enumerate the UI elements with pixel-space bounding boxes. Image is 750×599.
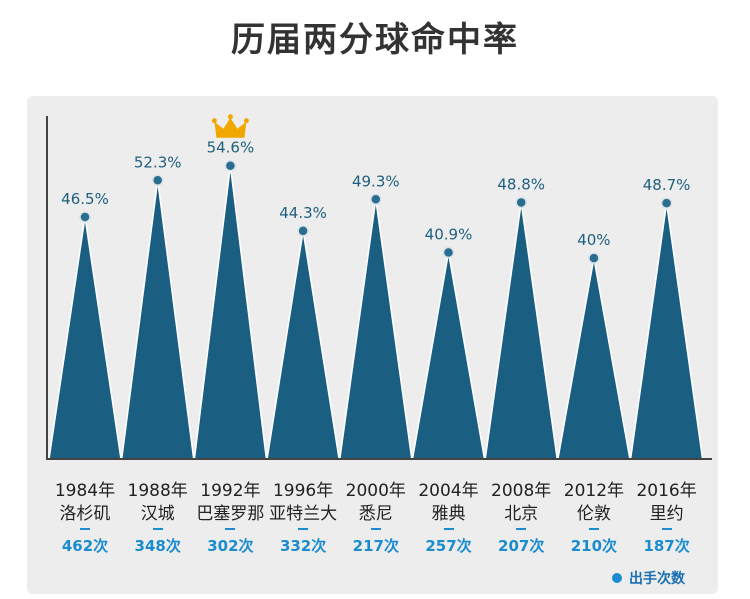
value-label-1: 52.3% [134,153,182,171]
count-tick [80,528,90,530]
category-count-label: 217次 [352,537,399,555]
count-tick [588,528,599,530]
peak-dot-8 [660,197,673,209]
category-city-label: 悉尼 [358,504,393,524]
value-label-0: 46.5% [61,190,109,208]
category-count-label: 187次 [643,537,690,555]
category-year-label: 1984年 [54,481,116,501]
category-year-label: 2008年 [491,481,552,501]
count-tick [661,528,672,530]
value-label-2: 54.6% [207,139,255,157]
peak-2 [193,165,268,460]
category-count-label: 302次 [207,537,254,555]
category-city-label: 雅典 [431,504,466,524]
crown-icon-tip-right [243,118,249,124]
category-city-label: 北京 [504,504,539,524]
value-label-8: 48.7% [643,176,691,194]
crown-icon-tip-mid [227,114,233,120]
count-tick [516,528,527,530]
category-year-label: 2000年 [345,481,406,501]
peak-dot-5 [442,246,455,259]
count-tick [443,528,454,530]
count-tick [152,528,163,530]
category-year-label: 1988年 [127,481,188,501]
value-label-4: 49.3% [352,172,400,190]
count-tick [370,528,381,530]
category-count-label: 207次 [498,537,545,555]
value-label-5: 40.9% [425,225,473,243]
legend-dot-icon [612,573,622,583]
category-count-label: 210次 [570,537,618,555]
peak-7 [557,258,631,460]
peak-8 [629,202,704,460]
peak-dot-3 [297,225,309,237]
page-title: 历届两分球命中率 [231,20,519,60]
category-count-label: 348次 [134,537,181,555]
legend-label: 出手次数 [629,571,685,587]
peak-dot-2 [224,159,237,172]
legend: 出手次数 [612,568,685,588]
category-count-label: 462次 [61,537,109,555]
peak-5 [411,252,486,460]
category-city-label: 伦敦 [576,504,611,524]
value-label-7: 40% [577,231,610,249]
peak-dot-0 [79,211,91,223]
crown-icon [214,117,247,138]
category-city-label: 亚特兰大 [269,504,338,524]
category-city-label: 里约 [649,504,684,524]
peak-3 [266,230,340,460]
category-year-label: 1992年 [200,481,261,501]
category-year-label: 2016年 [636,481,697,501]
peak-1 [120,180,195,460]
category-city-label: 汉城 [140,504,175,524]
category-city-label: 洛杉矶 [59,504,111,524]
peak-dot-1 [151,174,164,187]
value-label-6: 48.8% [497,175,545,193]
category-year-label: 2004年 [418,481,479,501]
peak-dot-7 [588,252,600,264]
category-count-label: 257次 [425,537,472,555]
peak-4 [338,199,413,460]
category-city-label: 巴塞罗那 [196,504,265,524]
count-tick [225,528,236,530]
peak-dot-4 [370,193,382,206]
category-year-label: 2012年 [563,481,625,501]
peak-0 [48,216,122,460]
count-tick [298,528,309,530]
category-year-label: 1996年 [272,481,334,501]
category-count-label: 332次 [279,537,327,555]
crown-icon-tip-left [211,118,217,124]
peak-6 [484,202,559,460]
value-label-3: 44.3% [279,204,327,222]
peak-dot-6 [515,196,527,209]
